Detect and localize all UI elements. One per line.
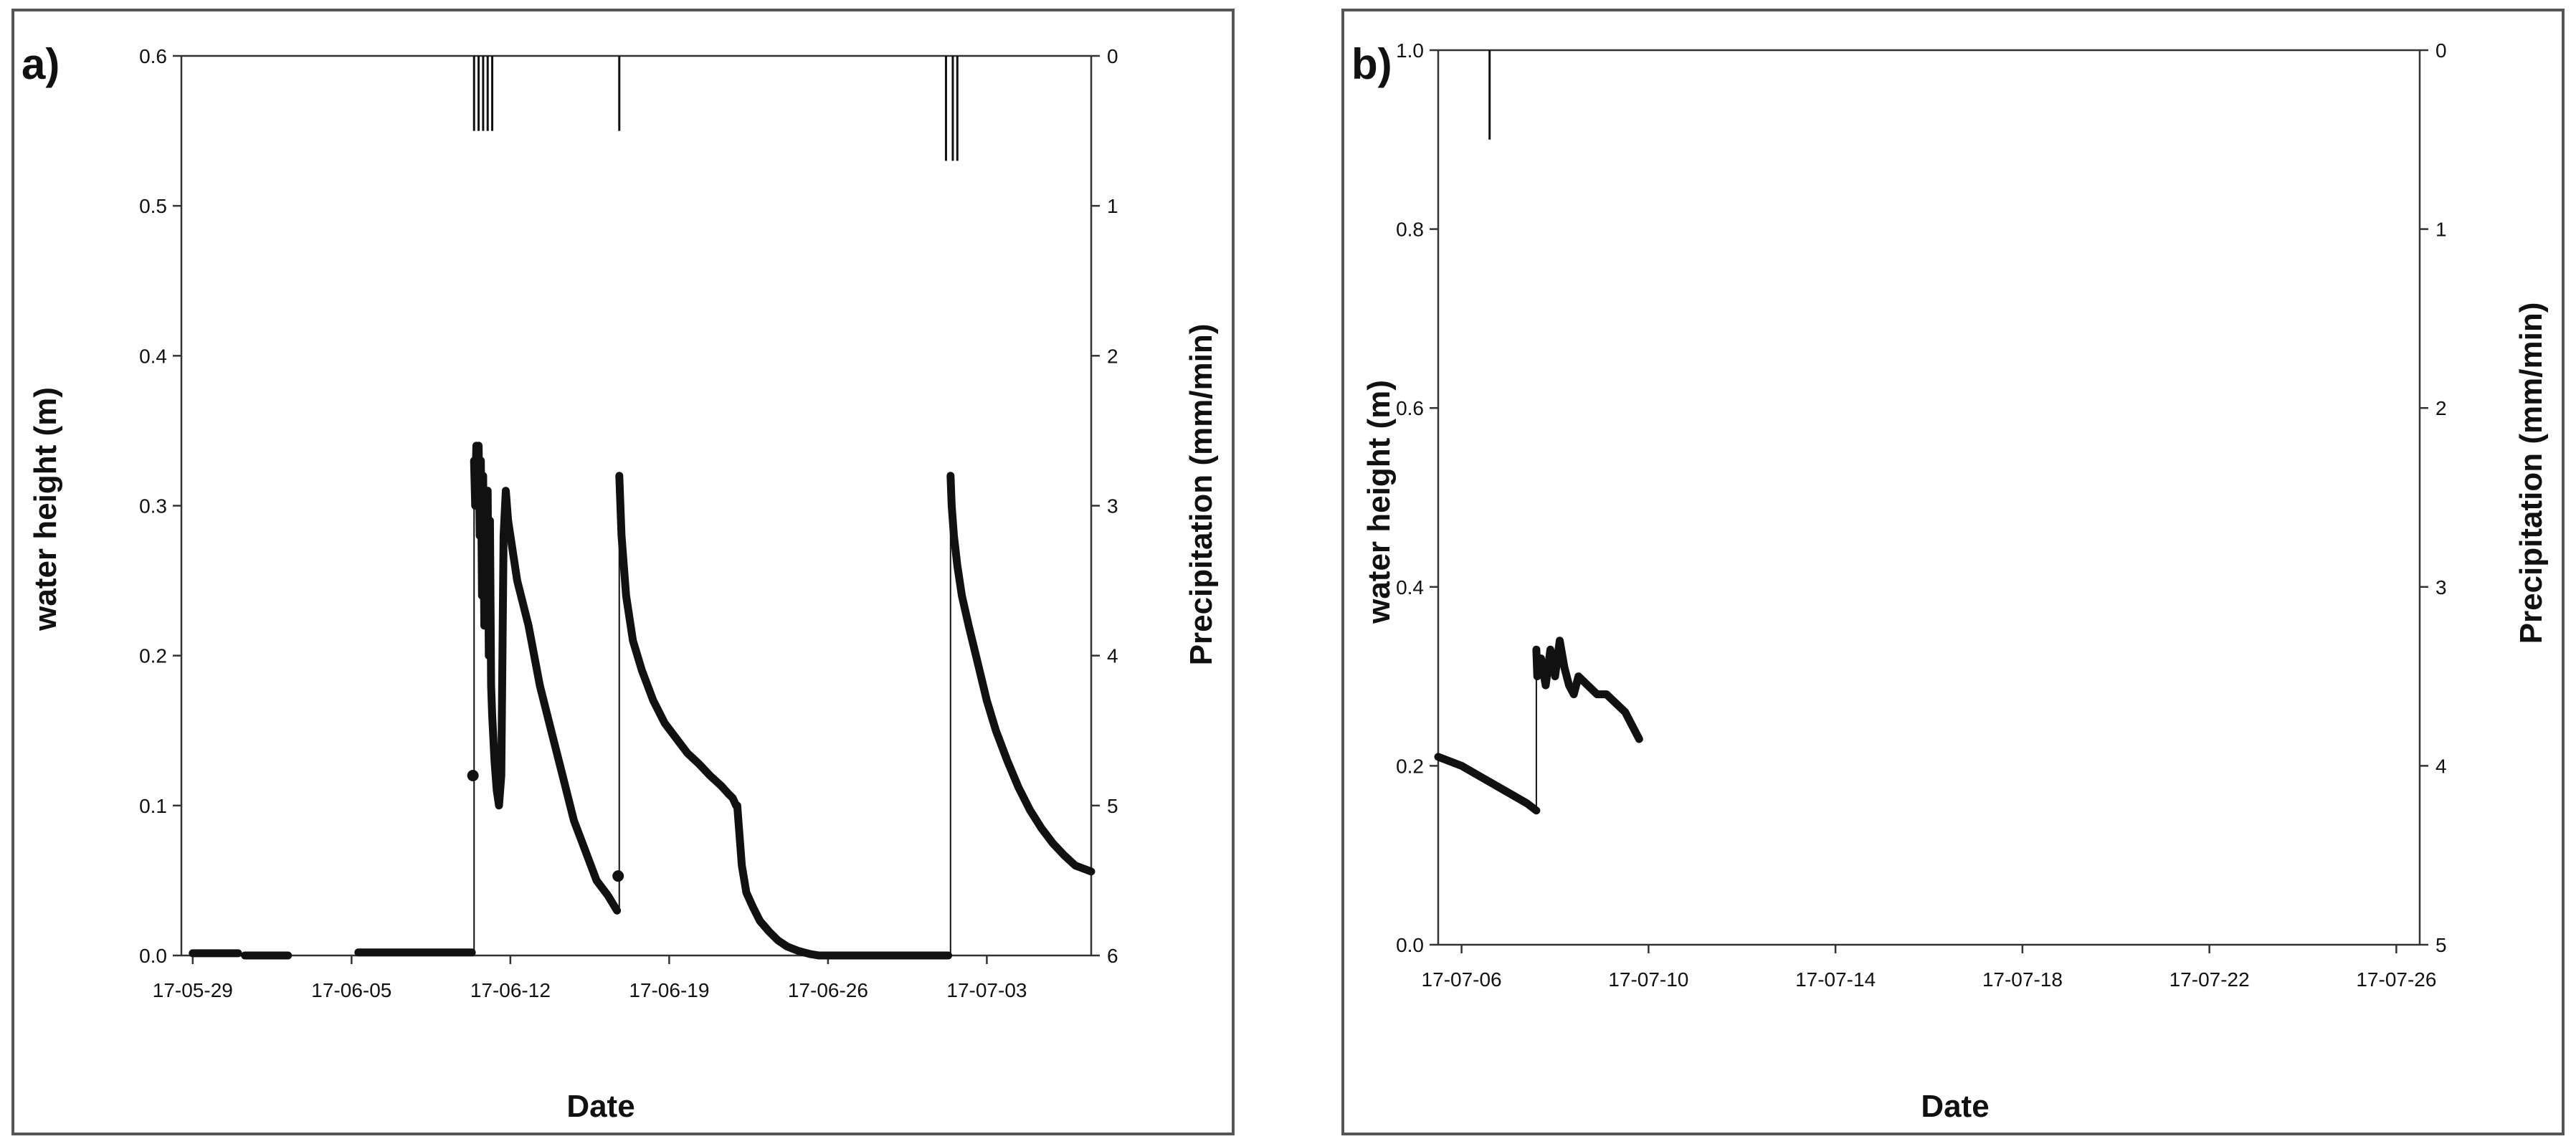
panel-a-y-tick-label: 0.3 bbox=[139, 495, 167, 518]
panel-a-water-height-series bbox=[615, 472, 741, 810]
panel-a-x-tick-label: 17-06-12 bbox=[470, 979, 551, 1001]
panel-b-x-tick-label: 17-07-18 bbox=[1982, 968, 2063, 991]
panel-b-y-tick-label: 0.8 bbox=[1396, 219, 1424, 241]
panel-b-xlabel: Date bbox=[1921, 1089, 1989, 1124]
panel-b-y2-tick-label: 5 bbox=[2435, 934, 2447, 956]
panel-a-water-height-series bbox=[470, 442, 513, 810]
panel-a-x-tick-label: 17-06-05 bbox=[311, 979, 391, 1001]
panel-b-x-tick-label: 17-07-10 bbox=[1608, 968, 1688, 991]
panel-b-ylabel: water height (m) bbox=[1361, 380, 1397, 624]
panel-b-x-tick-label: 17-07-22 bbox=[2169, 968, 2250, 991]
panel-b-y-tick-label: 0.0 bbox=[1396, 934, 1424, 956]
panel-b-y-tick-label: 0.2 bbox=[1396, 755, 1424, 777]
panel-a-y2-tick-label: 2 bbox=[1107, 345, 1118, 367]
panel-a-y-tick-label: 0.1 bbox=[139, 795, 167, 817]
panel-b-label: b) bbox=[1351, 40, 1392, 88]
panel-a-y2-tick-label: 4 bbox=[1107, 645, 1118, 667]
panel-b-y2-tick-label: 1 bbox=[2435, 219, 2447, 241]
panel-a-y2-tick-label: 6 bbox=[1107, 945, 1118, 967]
panel-b-y2label: Precipitation (mm/min) bbox=[2514, 302, 2549, 644]
panel-a-water-height-series bbox=[733, 801, 823, 960]
panel-a-xlabel: Date bbox=[566, 1089, 635, 1124]
panel-a-water-height-series bbox=[946, 472, 1095, 876]
panel-b-y-tick-label: 0.4 bbox=[1396, 576, 1424, 599]
panel-b-y2-tick-label: 3 bbox=[2435, 576, 2447, 599]
panel-b-water-height-series bbox=[1532, 637, 1643, 743]
panel-a-water-height-point bbox=[467, 770, 479, 781]
panel-b-y2-tick-label: 4 bbox=[2435, 755, 2447, 777]
panel-b-y2-tick-label: 2 bbox=[2435, 397, 2447, 419]
panel-b: b) 0.0 0.2 0.4 0.6 0.8 1.0 0 1 2 3 4 5 17-07-06 17-07… bbox=[1341, 9, 2565, 1135]
panel-a-x-tick-label: 17-05-29 bbox=[153, 979, 233, 1001]
panel-a-label: a) bbox=[22, 40, 60, 88]
panel-a-y-tick-label: 0.6 bbox=[139, 45, 167, 67]
panel-a-ylabel: water height (m) bbox=[28, 387, 63, 631]
panel-a-plot: 0.0 0.1 0.2 0.3 0.4 0.5 0.6 0 1 2 3 4 5 6 17-05-29 17-0… bbox=[139, 45, 1118, 1001]
panel-a-y2-tick-label: 3 bbox=[1107, 495, 1118, 518]
panel-a-water-height-series bbox=[504, 516, 622, 915]
panel-a-x-tick-label: 17-06-26 bbox=[788, 979, 868, 1001]
panel-a-y2label: Precipitation (mm/min) bbox=[1184, 324, 1219, 666]
panel-a-x-tick-label: 17-06-19 bbox=[629, 979, 709, 1001]
panel-a-y-tick-label: 0.4 bbox=[139, 345, 167, 367]
panel-b-water-height-series bbox=[1434, 753, 1541, 815]
panel-b-x-tick-label: 17-07-06 bbox=[1422, 968, 1502, 991]
panel-a-y-tick-label: 0.0 bbox=[139, 945, 167, 967]
panel-a: a) 0.0 0.1 0.2 0.3 0.4 0.5 0.6 0 1 2 3 4 5 6 17-05-29 1… bbox=[11, 9, 1235, 1135]
panel-b-x-tick-label: 17-07-14 bbox=[1795, 968, 1876, 991]
panel-b-frame bbox=[1341, 9, 2565, 1135]
panel-b-y-tick-label: 0.6 bbox=[1396, 397, 1424, 419]
panel-b-x-tick-label: 17-07-26 bbox=[2356, 968, 2436, 991]
panel-b-y-tick-label: 1.0 bbox=[1396, 39, 1424, 62]
panel-a-frame bbox=[11, 9, 1235, 1135]
panel-a-y-tick-label: 0.5 bbox=[139, 195, 167, 217]
panel-a-water-height-point bbox=[612, 870, 624, 882]
panel-a-y2-tick-label: 5 bbox=[1107, 795, 1118, 817]
panel-b-plot: 0.0 0.2 0.4 0.6 0.8 1.0 0 1 2 3 4 5 17-07-06 17-07-10… bbox=[1396, 39, 2447, 991]
panel-a-x-tick-label: 17-07-03 bbox=[946, 979, 1027, 1001]
panel-b-y2-tick-label: 0 bbox=[2435, 39, 2447, 62]
panel-a-y2-tick-label: 1 bbox=[1107, 195, 1118, 217]
panel-a-y-tick-label: 0.2 bbox=[139, 645, 167, 667]
panel-a-y2-tick-label: 0 bbox=[1107, 45, 1118, 67]
